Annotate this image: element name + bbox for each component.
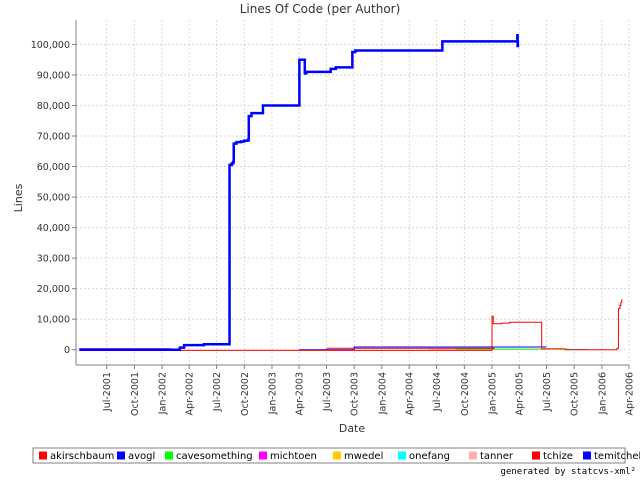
y-tick-label: 60,000: [37, 162, 70, 173]
x-tick-label: Jan-2004: [377, 372, 388, 415]
legend-label-akirschbaum: akirschbaum: [50, 451, 114, 462]
y-tick-label: 50,000: [37, 193, 70, 204]
series-line-tchize: [171, 299, 623, 351]
legend-label-tanner: tanner: [480, 451, 514, 462]
x-tick-label: Apr-2005: [515, 372, 526, 415]
x-tick-label: Jul-2005: [542, 372, 553, 412]
legend-swatch-tanner: [469, 451, 477, 460]
x-tick-label: Jul-2001: [102, 372, 113, 412]
y-tick-label: 10,000: [37, 315, 70, 326]
legend-label-michtoen: michtoen: [270, 451, 317, 462]
y-tick-label: 0: [64, 345, 70, 356]
legend-label-temitchell: temitchell: [594, 451, 640, 462]
x-tick-label: Oct-2001: [130, 372, 141, 416]
legend-swatch-akirschbaum: [39, 451, 47, 460]
x-tick-label: Jan-2002: [158, 372, 169, 415]
x-tick-label: Oct-2005: [570, 372, 581, 416]
legend-label-tchize: tchize: [543, 451, 573, 462]
legend-swatch-temitchell: [583, 451, 591, 460]
x-tick-label: Oct-2003: [350, 372, 361, 416]
x-tick-label: Jul-2004: [432, 372, 443, 412]
y-tick-label: 100,000: [31, 40, 70, 51]
legend-label-mwedel: mwedel: [344, 451, 383, 462]
series-line-avogl: [79, 34, 520, 351]
x-tick-label: Apr-2006: [625, 372, 636, 415]
y-tick-label: 70,000: [37, 132, 70, 143]
generated-by-credit: generated by statcvs-xml²: [501, 467, 636, 477]
x-tick-label: Apr-2004: [405, 372, 416, 415]
y-tick-label: 30,000: [37, 254, 70, 265]
legend-swatch-mwedel: [333, 451, 341, 460]
series-line-temitchell: [299, 346, 547, 351]
legend-swatch-avogl: [117, 451, 125, 460]
legend-label-onefang: onefang: [409, 451, 450, 462]
x-tick-label: Jan-2003: [267, 372, 278, 415]
plot-area: [76, 20, 629, 365]
x-tick-label: Oct-2002: [240, 372, 251, 416]
x-tick-label: Jul-2002: [212, 372, 223, 412]
x-axis-label: Date: [339, 422, 366, 435]
legend-label-avogl: avogl: [128, 451, 155, 462]
legend-swatch-tchize: [532, 451, 540, 460]
legend-swatch-michtoen: [259, 451, 267, 460]
y-axis-label: Lines: [12, 183, 25, 212]
y-tick-label: 80,000: [37, 101, 70, 112]
legend-label-cavesomething: cavesomething: [176, 451, 253, 462]
x-tick-label: Apr-2003: [295, 372, 306, 415]
legend-swatch-cavesomething: [165, 451, 173, 460]
x-tick-label: Jan-2006: [597, 372, 608, 415]
x-tick-label: Apr-2002: [185, 372, 196, 415]
x-tick-label: Oct-2004: [460, 372, 471, 416]
y-tick-label: 90,000: [37, 70, 70, 81]
chart-title: Lines Of Code (per Author): [240, 2, 401, 16]
y-tick-label: 20,000: [37, 284, 70, 295]
x-tick-label: Jan-2005: [488, 372, 499, 415]
legend-swatch-onefang: [398, 451, 406, 460]
y-tick-label: 40,000: [37, 223, 70, 234]
x-tick-label: Jul-2003: [322, 372, 333, 412]
